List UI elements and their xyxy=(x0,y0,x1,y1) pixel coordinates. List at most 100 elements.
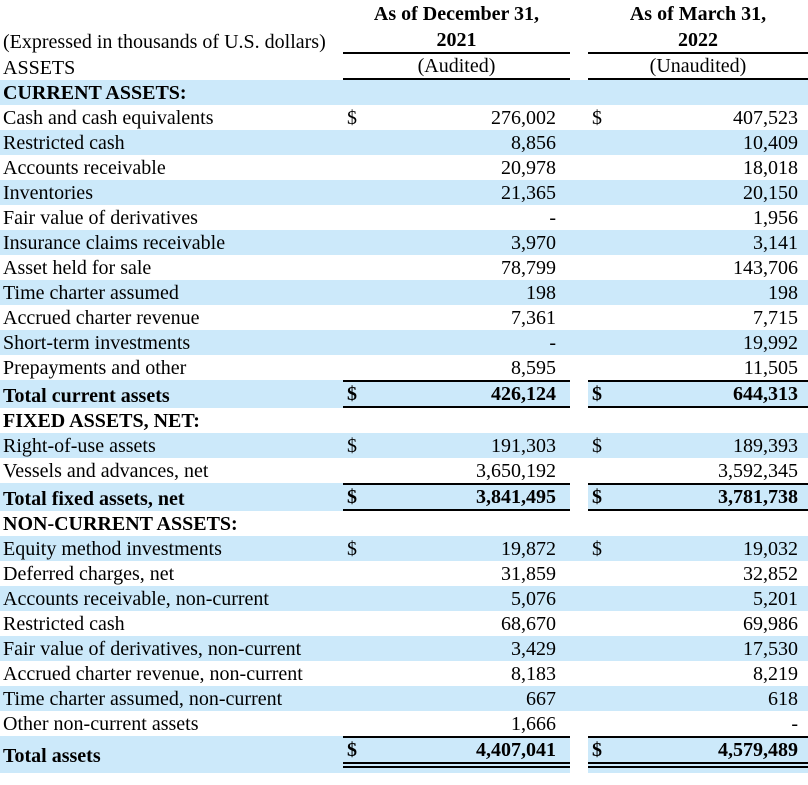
table-row: Insurance claims receivable 3,970 3,141 xyxy=(0,230,808,255)
dollar-sign: $ xyxy=(592,739,602,761)
table-row: Time charter assumed 198 198 xyxy=(0,280,808,305)
value-cell-2021 xyxy=(343,80,570,105)
value-cell-2021: 68,670 xyxy=(343,611,570,636)
value-cell-2021: $426,124 xyxy=(343,380,570,408)
amount: - xyxy=(791,713,798,735)
value-cell-2022: 1,956 xyxy=(588,205,808,230)
amount: 5,201 xyxy=(753,588,798,610)
value-cell-2022: $3,781,738 xyxy=(588,483,808,511)
amount: 198 xyxy=(526,282,556,304)
amount: 3,970 xyxy=(511,232,556,254)
row-label: Equity method investments xyxy=(0,536,343,561)
value-cell-2022: 8,219 xyxy=(588,661,808,686)
value-cell-2021: 3,970 xyxy=(343,230,570,255)
value-cell-2022: 198 xyxy=(588,280,808,305)
value-cell-2022: 10,409 xyxy=(588,130,808,155)
column-gap xyxy=(570,280,588,305)
value-cell-2021: 31,859 xyxy=(343,561,570,586)
dollar-sign: $ xyxy=(347,107,357,129)
value-cell-2021: 667 xyxy=(343,686,570,711)
row-label: Accounts receivable, non-current xyxy=(0,586,343,611)
row-label: NON-CURRENT ASSETS: xyxy=(3,513,238,535)
value-cell-2021: $19,872 xyxy=(343,536,570,561)
amount: 4,407,041 xyxy=(476,739,556,761)
amount: 11,505 xyxy=(743,357,798,379)
column-gap xyxy=(570,355,588,380)
table-row: Accrued charter revenue, non-current 8,18… xyxy=(0,661,808,686)
amount: 3,841,495 xyxy=(476,486,556,508)
dollar-sign: $ xyxy=(592,383,602,405)
table-row: Other non-current assets 1,666 - xyxy=(0,711,808,736)
value-cell-2022: - xyxy=(588,711,808,736)
column-gap xyxy=(570,205,588,230)
value-cell-2022: 618 xyxy=(588,686,808,711)
amount: 4,579,489 xyxy=(718,739,798,761)
amount: 1,956 xyxy=(753,207,798,229)
amount: 78,799 xyxy=(501,257,556,279)
amount: 20,978 xyxy=(501,157,556,179)
value-cell-2021: 5,076 xyxy=(343,586,570,611)
amount: 3,650,192 xyxy=(476,460,556,482)
value-cell-2022: 19,992 xyxy=(588,330,808,355)
amount: - xyxy=(549,207,556,229)
header-audit-row: ASSETS (Audited) (Unaudited) xyxy=(0,54,808,80)
value-cell-2021: 1,666 xyxy=(343,711,570,736)
row-label: Fair value of derivatives xyxy=(3,207,198,229)
table-row: Accrued charter revenue 7,361 7,715 xyxy=(0,305,808,330)
period-text: As of March 31, xyxy=(629,3,767,25)
value-cell-2022: $644,313 xyxy=(588,380,808,408)
value-cell-2022 xyxy=(588,408,808,433)
row-label: Fair value of derivatives, non-current xyxy=(0,636,343,661)
amount: 1,666 xyxy=(511,713,556,735)
value-cell-2021: 8,183 xyxy=(343,661,570,686)
value-cell-2021: 3,429 xyxy=(343,636,570,661)
amount: 21,365 xyxy=(501,182,556,204)
row-label: CURRENT ASSETS: xyxy=(0,80,343,105)
row-label: Accounts receivable xyxy=(3,157,166,179)
value-cell-2022: $4,579,489 xyxy=(588,736,808,773)
value-cell-2022: 11,505 xyxy=(588,355,808,380)
value-cell-2022: 7,715 xyxy=(588,305,808,330)
expressed-note: (Expressed in thousands of U.S. dollars) xyxy=(3,31,326,53)
amount: 68,670 xyxy=(501,613,556,635)
audit-status-text: (Audited) xyxy=(343,54,570,80)
value-cell-2022: $407,523 xyxy=(588,105,808,130)
amount: 31,859 xyxy=(501,563,556,585)
table-row: Cash and cash equivalents $276,002 $407,52… xyxy=(0,105,808,130)
column-gap xyxy=(570,561,588,586)
value-cell-2022 xyxy=(588,511,808,536)
value-cell-2022: 69,986 xyxy=(588,611,808,636)
column-gap xyxy=(570,586,588,611)
table-row: Accounts receivable, non-current 5,076 5,2… xyxy=(0,586,808,611)
grandtotal-row: Total assets $4,407,041 $4,579,489 xyxy=(0,736,808,773)
amount: 20,150 xyxy=(743,182,798,204)
column-gap xyxy=(570,736,588,773)
value-cell-2021: 21,365 xyxy=(343,180,570,205)
amount: 198 xyxy=(768,282,798,304)
value-cell-2022: 5,201 xyxy=(588,586,808,611)
table-row: Inventories 21,365 20,150 xyxy=(0,180,808,205)
column-gap xyxy=(570,536,588,561)
column-gap xyxy=(570,433,588,458)
value-cell-2021: $191,303 xyxy=(343,433,570,458)
row-label: Restricted cash xyxy=(3,613,125,635)
header-spacer xyxy=(0,0,343,26)
value-cell-2022: 17,530 xyxy=(588,636,808,661)
column-gap xyxy=(570,661,588,686)
amount: 5,076 xyxy=(511,588,556,610)
row-label: Right-of-use assets xyxy=(0,433,343,458)
amount: 18,018 xyxy=(743,157,798,179)
amount: 3,429 xyxy=(511,638,556,660)
column-gap xyxy=(570,636,588,661)
year-text: 2021 xyxy=(343,28,570,54)
value-cell-2021: - xyxy=(343,205,570,230)
value-cell-2021: 8,595 xyxy=(343,355,570,380)
header-year-row: (Expressed in thousands of U.S. dollars)… xyxy=(0,26,808,54)
period-text: As of December 31, xyxy=(373,3,540,25)
total-row: Total current assets $426,124 $644,313 xyxy=(0,380,808,408)
row-label: Short-term investments xyxy=(0,330,343,355)
amount: 8,183 xyxy=(511,663,556,685)
col-2021-year: 2021 xyxy=(343,26,570,54)
value-cell-2021: 8,856 xyxy=(343,130,570,155)
